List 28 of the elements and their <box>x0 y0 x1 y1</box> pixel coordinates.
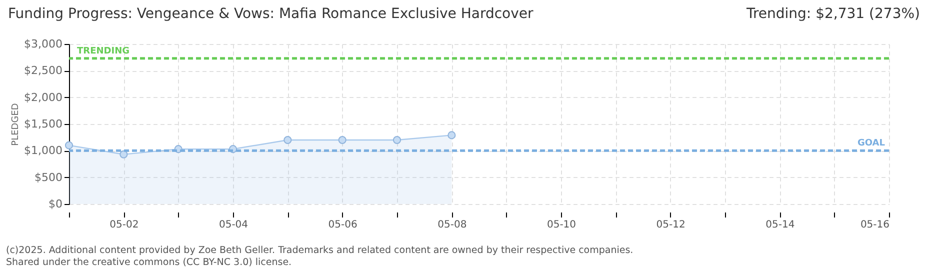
point <box>338 136 346 144</box>
y-axis-title: PLEDGED <box>11 103 22 146</box>
x-tick-label: 05-10 <box>546 220 576 230</box>
text: Shared under the creative commons (CC BY-NC 3.0) license. <box>6 257 293 269</box>
point <box>64 141 74 150</box>
x-tick-label: 05-08 <box>438 220 467 230</box>
ref-line-label: GOAL <box>858 138 886 149</box>
y-tick-label: $500 <box>34 170 62 184</box>
point <box>120 150 128 158</box>
y-tick-label: $0 <box>48 198 62 210</box>
x-tick-label: 05-14 <box>766 220 795 230</box>
x-tick-label: 05-06 <box>328 220 358 230</box>
text: (c)2025. Additional content provided by Zoe Beth Geller. Trademarks and related content are owned by their respective companies. <box>6 245 634 257</box>
y-tick-label: $2,000 <box>24 90 62 104</box>
x-tick-label: 05-02 <box>110 220 139 230</box>
point <box>448 131 456 140</box>
y-tick-label: $1,000 <box>24 144 62 158</box>
chart-subtitle: Trending: $2,731 (273%) <box>746 6 920 24</box>
y-tick-label: $2,500 <box>24 64 62 78</box>
chart-title: Funding Progress: Vengeance & Vows: Mafia Romance Exclusive Hardcover <box>8 6 534 24</box>
x-tick-label: 05-16 <box>860 220 890 230</box>
x-tick-label: 05-04 <box>218 220 248 230</box>
ref-line-label: TRENDING <box>77 46 130 56</box>
y-tick-label: $3,000 <box>24 38 62 50</box>
y-tick-label: $1,500 <box>24 118 62 130</box>
x-tick-label: 05-12 <box>656 220 686 230</box>
point <box>392 136 402 144</box>
point <box>284 136 292 144</box>
